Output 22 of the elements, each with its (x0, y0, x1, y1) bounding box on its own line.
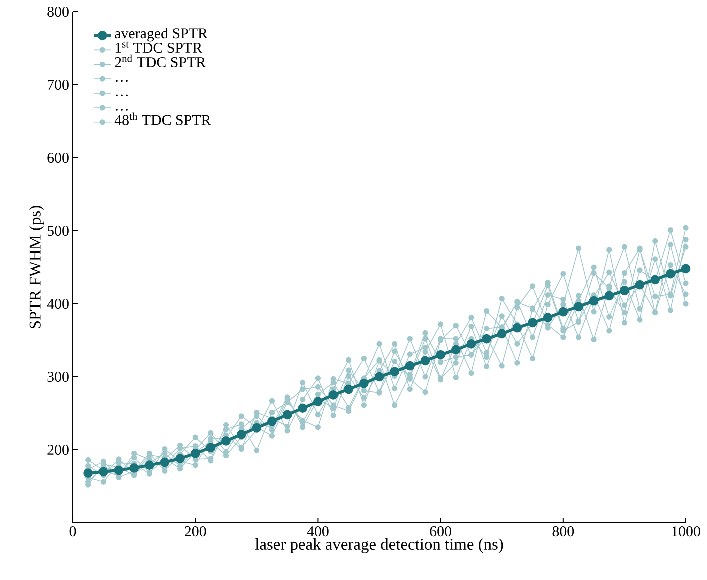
legend-label: 1$^{st}$ TDC SPTR (116, 42, 203, 54)
x-tick-label: 600 (430, 526, 452, 537)
y-axis-title: SPTR FWHM (ps) (29, 206, 44, 329)
legend-label: … (116, 109, 128, 111)
y-tick-label: 800 (48, 6, 69, 18)
y-tick-label: 600 (48, 152, 69, 164)
legend-label: 2$^{nd}$ TDC SPTR (115, 54, 206, 68)
x-axis-title: laser peak average detection time (ns) (255, 538, 504, 554)
y-tick-label: 500 (48, 226, 69, 236)
x-tick-label: 1000 (672, 526, 700, 537)
y-tick-label: 200 (48, 444, 69, 456)
x-tick-label: 400 (307, 526, 329, 537)
x-tick-label: 800 (552, 526, 574, 537)
legend-label: … (116, 80, 128, 82)
y-tick-label: 400 (47, 298, 69, 310)
x-tick-label: 0 (70, 526, 76, 537)
x-tick-label: 200 (185, 526, 206, 537)
y-tick-label: 700 (48, 80, 69, 90)
legend-label: 48$^{th}$ TDC SPTR (114, 112, 212, 126)
legend-label: averaged SPTR (115, 28, 208, 42)
y-tick-label: 300 (48, 372, 69, 382)
legend-label: … (116, 94, 128, 96)
